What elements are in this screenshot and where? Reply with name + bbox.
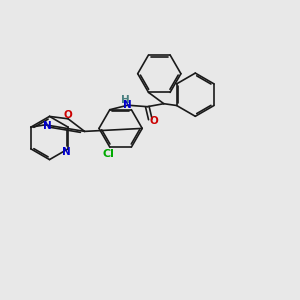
Text: N: N	[62, 147, 71, 158]
Text: Cl: Cl	[102, 149, 114, 159]
Text: O: O	[149, 116, 158, 126]
Text: O: O	[64, 110, 73, 120]
Text: N: N	[123, 100, 132, 110]
Text: N: N	[43, 121, 52, 131]
Text: H: H	[121, 95, 130, 105]
